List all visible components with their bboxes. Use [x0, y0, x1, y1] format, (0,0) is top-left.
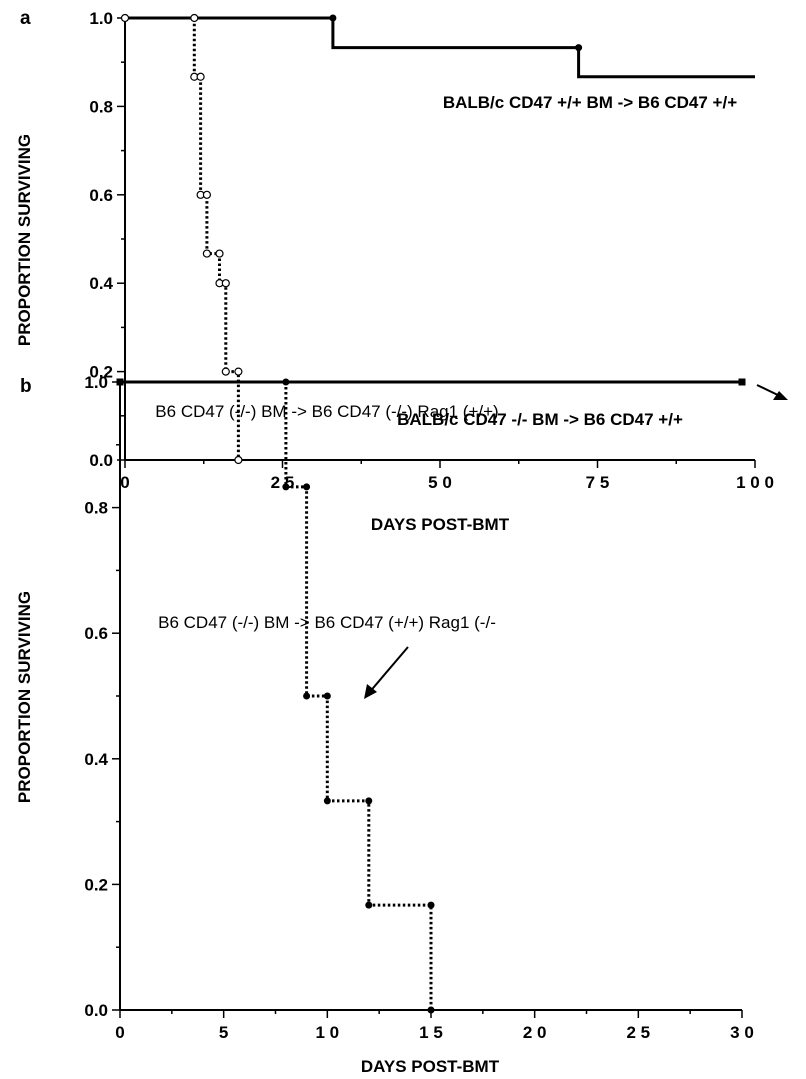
series-label-1: B6 CD47 (-/-) BM -> B6 CD47 (-/-) Rag1 (… — [155, 402, 498, 421]
x-tick-label: 1 0 — [316, 1023, 340, 1042]
x-tick-label: 5 — [219, 1023, 228, 1042]
data-point — [234, 455, 243, 465]
y-tick-label: 0.2 — [89, 363, 113, 382]
series-line-2 — [284, 382, 433, 1010]
series-label-1: BALB/c CD47 +/+ BM -> B6 CD47 +/+ — [443, 93, 737, 112]
x-tick-label: 3 0 — [730, 1023, 754, 1042]
panel-b: b 0.0 0.2 0.4 0.6 0.8 1.0 0 5 1 0 1 5 2 0 2 5 3 0 DAYS… — [15, 373, 788, 1076]
data-point — [427, 1006, 435, 1014]
data-point — [196, 72, 205, 81]
data-point — [427, 901, 435, 909]
data-point — [303, 692, 311, 700]
series-label-2: BALB/c CD47 -/- BM -> B6 CD47 +/+ — [397, 410, 683, 429]
series-label-2: B6 CD47 (-/-) BM -> B6 CD47 (+/+) Rag1 (… — [158, 613, 496, 632]
y-axis-title: PROPORTION SURVIVING — [15, 591, 34, 803]
data-point — [365, 901, 373, 909]
x-tick-label: 0 — [120, 473, 129, 492]
series-line-2 — [125, 16, 240, 460]
panel-letter-a: a — [20, 8, 31, 29]
x-tick-label: 0 — [115, 1023, 124, 1042]
x-tick-label: 1 0 0 — [736, 473, 774, 492]
y-tick-label: 0.4 — [89, 274, 113, 293]
y-tick-label: 0.4 — [84, 750, 108, 769]
y-tick-label: 0.8 — [84, 499, 108, 518]
series-line-1 — [125, 16, 755, 79]
data-point — [190, 13, 199, 23]
y-tick-label: 0.6 — [84, 624, 108, 643]
data-point — [365, 797, 373, 805]
data-point — [282, 378, 290, 386]
y-tick-label: 1.0 — [89, 9, 113, 28]
data-point — [221, 367, 230, 376]
x-tick-label: 2 0 — [523, 1023, 547, 1042]
y-tick-label: 0.0 — [84, 1001, 108, 1020]
panel-a: a 0.0 0.2 0.4 0.6 0.8 1.0 0 2 5 5 0 7 5 1 0 0 DAYS P… — [15, 8, 774, 534]
arrow-icon — [364, 646, 409, 699]
y-tick-label: 0.2 — [84, 875, 108, 894]
x-tick-label: 1 5 — [419, 1023, 443, 1042]
data-point — [575, 44, 583, 52]
x-tick-label: 2 5 — [271, 473, 295, 492]
data-point — [215, 249, 224, 258]
data-point — [234, 367, 243, 376]
data-point — [329, 14, 337, 22]
data-point — [303, 483, 311, 491]
x-tick-label: 2 5 — [627, 1023, 651, 1042]
x-tick-label: 7 5 — [586, 473, 610, 492]
data-point — [282, 483, 290, 491]
data-point — [120, 13, 130, 23]
x-tick-label: 5 0 — [428, 473, 452, 492]
y-tick-label: 0.0 — [89, 451, 113, 470]
x-axis-title: DAYS POST-BMT — [371, 515, 510, 534]
data-point — [323, 692, 331, 700]
data-point — [221, 279, 230, 288]
y-tick-label: 0.8 — [89, 97, 113, 116]
panel-letter-b: b — [20, 376, 32, 397]
data-point — [738, 378, 746, 386]
y-tick-label: 1.0 — [84, 373, 108, 392]
data-point — [202, 249, 211, 258]
data-point — [116, 378, 124, 386]
data-point — [323, 797, 331, 805]
data-point — [202, 190, 211, 199]
x-axis-title: DAYS POST-BMT — [361, 1057, 500, 1076]
y-axis-title: PROPORTION SURVIVING — [15, 134, 34, 346]
arrow-icon — [756, 384, 788, 400]
y-tick-label: 0.6 — [89, 186, 113, 205]
